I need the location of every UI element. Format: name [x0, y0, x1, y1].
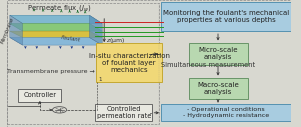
FancyBboxPatch shape — [189, 43, 248, 65]
Text: Macro-scale
analysis: Macro-scale analysis — [197, 82, 239, 95]
FancyBboxPatch shape — [18, 89, 61, 102]
Polygon shape — [10, 31, 102, 37]
Polygon shape — [89, 15, 102, 45]
Text: $z$(μm): $z$(μm) — [106, 36, 125, 44]
FancyBboxPatch shape — [160, 104, 292, 121]
Text: Permeate flux ($J_w$): Permeate flux ($J_w$) — [27, 3, 92, 13]
Text: Foulant: Foulant — [61, 36, 81, 43]
Text: Transmembrane pressure →: Transmembrane pressure → — [8, 69, 95, 74]
Polygon shape — [10, 37, 102, 45]
Text: Monitoring the foulant's mechanical
properties at various depths: Monitoring the foulant's mechanical prop… — [163, 10, 289, 23]
FancyBboxPatch shape — [96, 43, 162, 82]
Text: Controller: Controller — [23, 92, 56, 98]
FancyBboxPatch shape — [95, 104, 152, 121]
Text: In-situ characterization
of foulant layer
mechanics: In-situ characterization of foulant laye… — [88, 53, 169, 73]
Text: Membrane: Membrane — [0, 16, 15, 44]
Text: - Operational conditions
- Hydrodynamic resistance: - Operational conditions - Hydrodynamic … — [183, 107, 269, 118]
Text: Micro-scale
analysis: Micro-scale analysis — [199, 47, 238, 60]
Polygon shape — [10, 15, 23, 45]
Text: Simultaneous measurement: Simultaneous measurement — [161, 62, 255, 68]
FancyBboxPatch shape — [160, 2, 292, 31]
Polygon shape — [10, 15, 102, 23]
Polygon shape — [10, 23, 102, 31]
FancyBboxPatch shape — [189, 78, 248, 99]
Text: Controlled
permeation rate: Controlled permeation rate — [97, 106, 151, 119]
Text: 1: 1 — [98, 77, 102, 82]
